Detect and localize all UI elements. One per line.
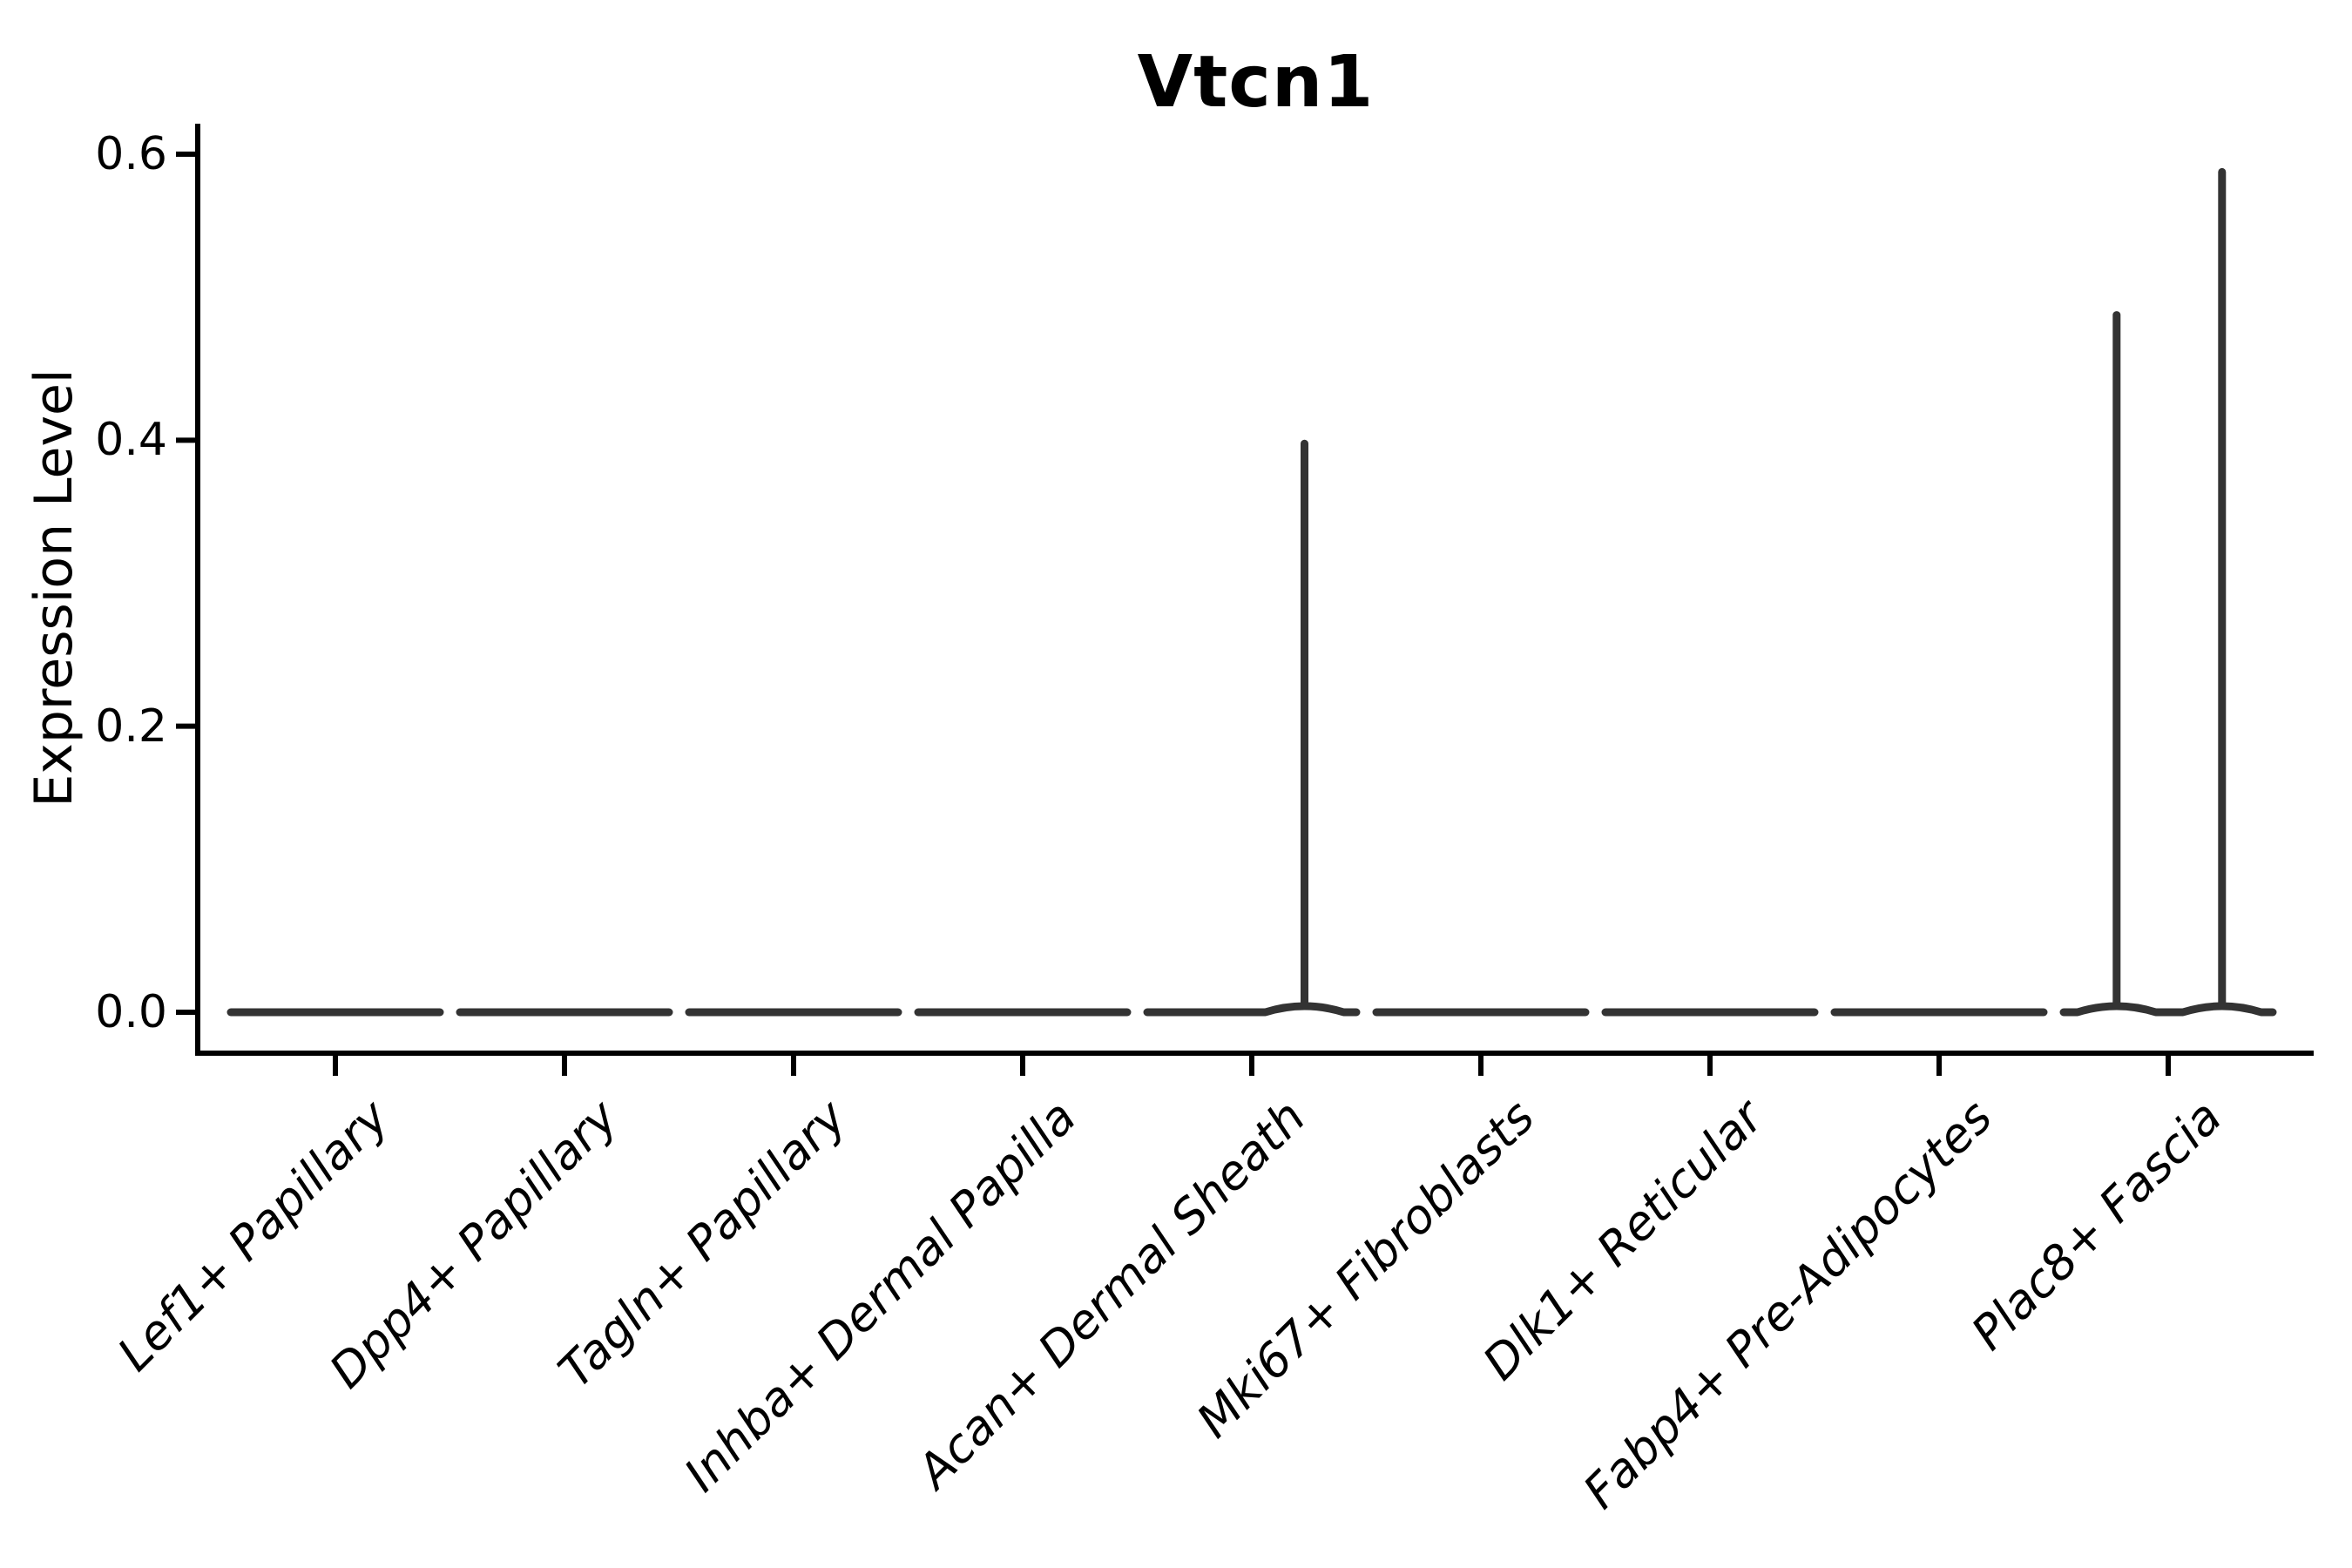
y-tick-label-3: 0.6 <box>95 128 167 180</box>
y-tick-label-2: 0.4 <box>95 414 167 467</box>
y-tick-label-0: 0.0 <box>95 986 167 1038</box>
violin-body <box>1143 1002 1361 1017</box>
violin-body <box>2059 1002 2277 1017</box>
chart-title: Vtcn1 <box>1137 41 1375 124</box>
axes-spine <box>195 124 2314 1056</box>
y-tick-label-1: 0.2 <box>95 700 167 753</box>
